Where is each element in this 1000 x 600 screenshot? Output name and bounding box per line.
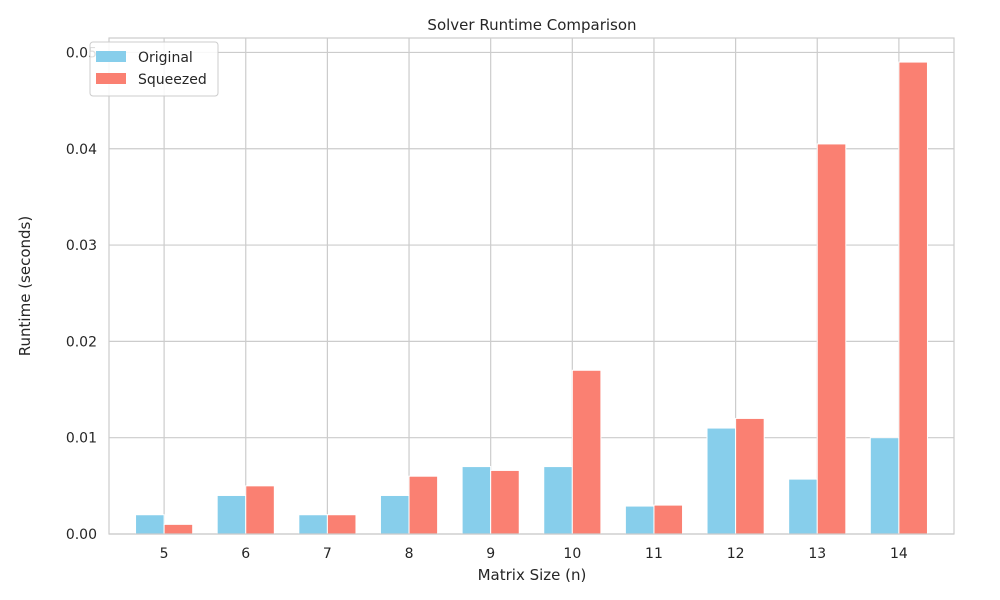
- bar-squeezed: [326, 514, 357, 535]
- bars: [135, 61, 928, 535]
- y-axis-title: Runtime (seconds): [16, 216, 34, 356]
- bar-squeezed: [163, 523, 194, 535]
- y-tick-label: 0.04: [66, 142, 97, 158]
- bar-squeezed: [490, 469, 520, 535]
- bar-squeezed: [653, 504, 684, 535]
- y-tick-label: 0.02: [66, 334, 97, 350]
- bar-original: [706, 427, 737, 535]
- bar-original: [788, 478, 818, 535]
- y-tick-label: 0.05: [66, 45, 97, 61]
- y-tick-labels: 0.00 0.01 0.02 0.03 0.04 0.05: [66, 45, 97, 543]
- legend-swatch-original: [96, 51, 126, 62]
- x-tick-label: 5: [160, 546, 169, 562]
- bar-squeezed: [735, 417, 765, 535]
- x-tick-labels: 5 6 7 8 9 10 11 12 13 14: [160, 546, 908, 562]
- legend-label-squeezed: Squeezed: [138, 72, 207, 88]
- bar-original: [543, 466, 573, 535]
- bar-original: [298, 514, 328, 535]
- bar-squeezed: [408, 475, 439, 535]
- x-axis-title: Matrix Size (n): [478, 566, 587, 584]
- bar-original: [624, 505, 655, 535]
- legend-label-original: Original: [138, 50, 193, 66]
- x-tick-label: 13: [808, 546, 826, 562]
- x-tick-label: 14: [890, 546, 908, 562]
- bar-original: [869, 437, 900, 535]
- legend-swatch-squeezed: [96, 73, 126, 84]
- bar-squeezed: [816, 143, 847, 535]
- x-tick-label: 8: [405, 546, 414, 562]
- x-tick-label: 6: [241, 546, 250, 562]
- bar-original: [461, 466, 492, 535]
- y-tick-label: 0.01: [66, 431, 97, 447]
- y-tick-label: 0.00: [66, 527, 97, 543]
- bar-squeezed: [898, 61, 928, 535]
- y-tick-label: 0.03: [66, 238, 97, 254]
- legend: Original Squeezed: [89, 41, 219, 97]
- x-tick-label: 10: [563, 546, 581, 562]
- chart-title: Solver Runtime Comparison: [427, 16, 636, 34]
- x-tick-label: 12: [727, 546, 745, 562]
- plot-frame: [108, 37, 955, 535]
- bar-squeezed: [571, 369, 602, 535]
- bar-original: [216, 494, 247, 535]
- x-tick-label: 9: [486, 546, 495, 562]
- bar-original: [135, 514, 165, 535]
- bar-original: [379, 494, 410, 535]
- x-tick-label: 11: [645, 546, 663, 562]
- x-tick-label: 7: [323, 546, 332, 562]
- bar-squeezed: [245, 485, 275, 535]
